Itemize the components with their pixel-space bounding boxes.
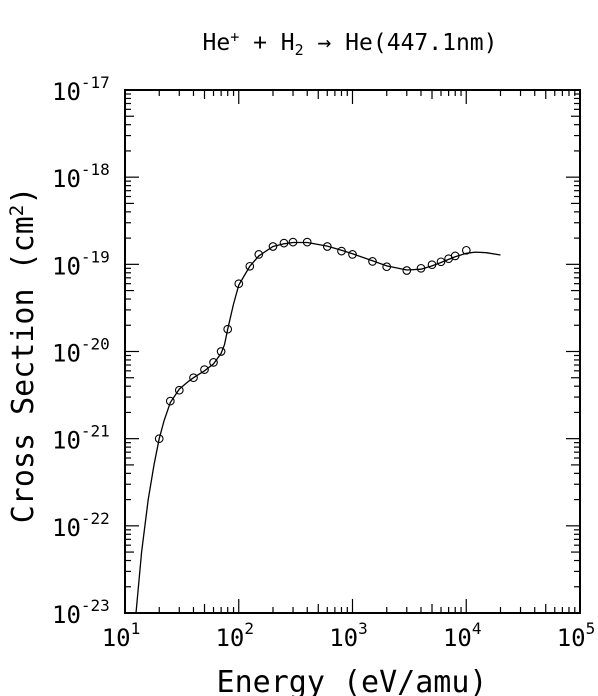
data-point-marker (165, 396, 175, 406)
data-point-marker (154, 434, 164, 444)
x-tick-label: 102 (215, 619, 254, 652)
data-point-marker (368, 257, 377, 266)
data-markers-layer (154, 237, 471, 444)
data-point-marker (245, 261, 255, 271)
data-point-marker (216, 347, 226, 356)
fit-curve (135, 241, 501, 614)
x-tick-label: 101 (102, 619, 141, 652)
title-sup: + (230, 28, 239, 46)
fit-curve-layer (135, 241, 501, 614)
y-label-sup: 2 (6, 205, 28, 216)
y-tick-label: 10-17 (52, 73, 110, 106)
plot-frame (124, 89, 581, 614)
x-tick-label: 105 (557, 619, 596, 652)
y-tick-label: 10-22 (52, 509, 110, 542)
x-tick-label: 103 (329, 619, 368, 652)
axis-ticks (124, 90, 580, 614)
data-point-marker (382, 262, 392, 272)
chart-title: He+ + H2 → He(447.1nm) (202, 28, 497, 59)
y-tick-label: 10-23 (52, 596, 110, 629)
x-axis-label: Energy (eV/amu) (217, 665, 488, 696)
data-point-marker (174, 385, 184, 395)
data-point-marker (209, 358, 218, 367)
y-label-tail: ) (6, 187, 41, 205)
data-point-marker (254, 250, 264, 259)
y-tick-label: 10-19 (52, 247, 110, 280)
y-label-base: Cross Section (cm (6, 216, 41, 523)
data-point-marker (322, 242, 332, 251)
x-tick-labels: 101 102 103 104 105 (102, 619, 596, 652)
data-point-marker (348, 250, 357, 259)
data-point-marker (450, 251, 460, 261)
y-tick-labels: 10-17 10-18 10-19 10-20 10-21 10-22 10-23 (52, 73, 110, 629)
data-point-marker (288, 237, 298, 247)
plot-area-border (124, 89, 581, 614)
data-point-marker (402, 266, 412, 275)
data-point-marker (189, 373, 198, 383)
title-base: He (202, 30, 230, 56)
y-tick-label: 10-20 (52, 335, 110, 368)
data-point-marker (200, 365, 209, 374)
data-point-marker (223, 324, 233, 334)
data-point-marker (416, 263, 426, 273)
data-point-marker (436, 257, 446, 267)
data-point-marker (337, 246, 346, 256)
x-tick-label: 104 (443, 619, 482, 652)
data-point-marker (461, 245, 471, 255)
data-point-marker (279, 238, 289, 248)
data-point-marker (427, 260, 437, 270)
data-point-marker (302, 237, 312, 247)
data-point-marker (234, 279, 244, 289)
y-tick-label: 10-21 (52, 422, 110, 455)
title-sub: 2 (295, 41, 304, 59)
y-tick-label: 10-18 (52, 160, 110, 193)
y-axis-label: Cross Section (cm2) (6, 187, 41, 524)
title-mid: + H (239, 30, 294, 56)
title-tail: → He(447.1nm) (304, 30, 498, 56)
data-point-marker (268, 242, 278, 251)
